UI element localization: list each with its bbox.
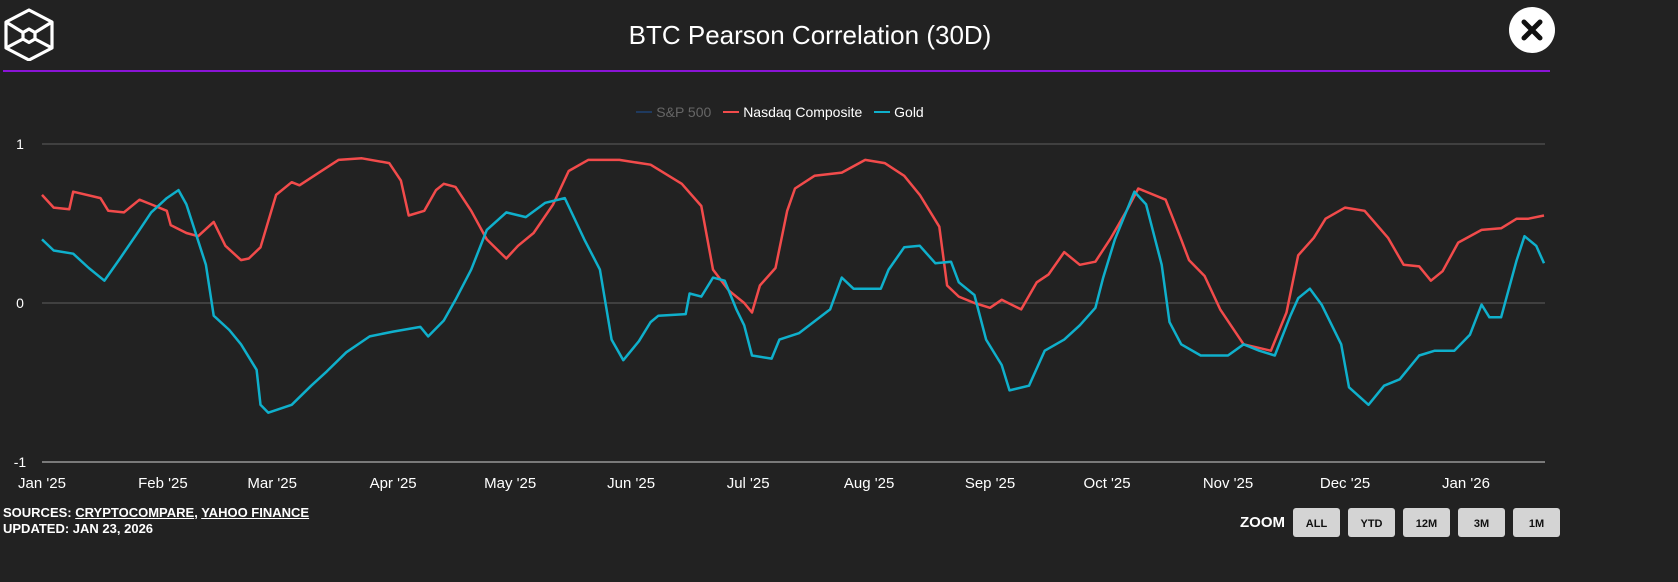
x-tick-label: Mar '25 bbox=[247, 475, 297, 492]
legend-item-gold[interactable]: Gold bbox=[874, 104, 924, 120]
series-line-gold bbox=[41, 188, 1546, 414]
x-tick-label: Aug '25 bbox=[844, 475, 894, 492]
updated-date: UPDATED: JAN 23, 2026 bbox=[3, 521, 154, 536]
chart-legend: S&P 500 Nasdaq Composite Gold bbox=[0, 100, 1560, 120]
x-tick-label: Sep '25 bbox=[965, 475, 1015, 492]
page-title: BTC Pearson Correlation (30D) bbox=[628, 20, 992, 50]
zoom-1m-button[interactable]: 1M bbox=[1513, 508, 1560, 537]
zoom-label: ZOOM bbox=[1240, 514, 1285, 531]
source-link-cryptocompare[interactable]: CRYPTOCOMPARE bbox=[75, 505, 195, 520]
legend-item-nasdaq[interactable]: Nasdaq Composite bbox=[723, 104, 862, 120]
zoom-3m-button[interactable]: 3M bbox=[1458, 508, 1505, 537]
x-tick-label: Nov '25 bbox=[1203, 475, 1253, 492]
zoom-12m-button[interactable]: 12M bbox=[1403, 508, 1450, 537]
cube-logo bbox=[4, 8, 54, 61]
x-tick-label: Apr '25 bbox=[370, 475, 417, 492]
x-tick-label: Jan '26 bbox=[1442, 475, 1490, 492]
x-tick-label: Dec '25 bbox=[1320, 475, 1370, 492]
legend-swatch bbox=[636, 111, 653, 113]
footer-info: SOURCES: CRYPTOCOMPARE, YAHOO FINANCE UP… bbox=[3, 505, 309, 537]
zoom-all-button[interactable]: ALL bbox=[1293, 508, 1340, 537]
y-tick-label: 1 bbox=[16, 136, 24, 152]
header-divider bbox=[3, 70, 1550, 72]
close-button[interactable] bbox=[1509, 7, 1555, 53]
legend-label: Nasdaq Composite bbox=[743, 104, 863, 120]
x-tick-label: Feb '25 bbox=[138, 475, 188, 492]
series-line-nasdaq-composite bbox=[41, 157, 1545, 352]
y-tick-label: 0 bbox=[16, 295, 24, 311]
x-tick-label: Jun '25 bbox=[607, 475, 655, 492]
legend-swatch bbox=[874, 111, 891, 113]
close-icon bbox=[1521, 19, 1543, 41]
x-tick-label: Oct '25 bbox=[1084, 475, 1131, 492]
legend-item-sp500[interactable]: S&P 500 bbox=[636, 104, 711, 120]
legend-label: Gold bbox=[894, 104, 924, 120]
x-tick-label: Jul '25 bbox=[727, 475, 770, 492]
source-link-yahoo-finance[interactable]: YAHOO FINANCE bbox=[201, 505, 310, 520]
correlation-chart: 1 0 -1 Jan '25 Feb '25 Mar '25 Apr '25 May '25 J… bbox=[14, 136, 1546, 492]
legend-label: S&P 500 bbox=[656, 104, 712, 120]
legend-swatch bbox=[723, 111, 740, 113]
zoom-controls: ZOOM ALL YTD 12M 3M 1M bbox=[1240, 508, 1568, 537]
zoom-ytd-button[interactable]: YTD bbox=[1348, 508, 1395, 537]
source-separator: , bbox=[194, 505, 198, 520]
y-tick-label: -1 bbox=[14, 454, 27, 470]
x-tick-label: Jan '25 bbox=[18, 475, 66, 492]
x-tick-label: May '25 bbox=[484, 475, 536, 492]
sources-label: SOURCES: bbox=[3, 505, 72, 520]
